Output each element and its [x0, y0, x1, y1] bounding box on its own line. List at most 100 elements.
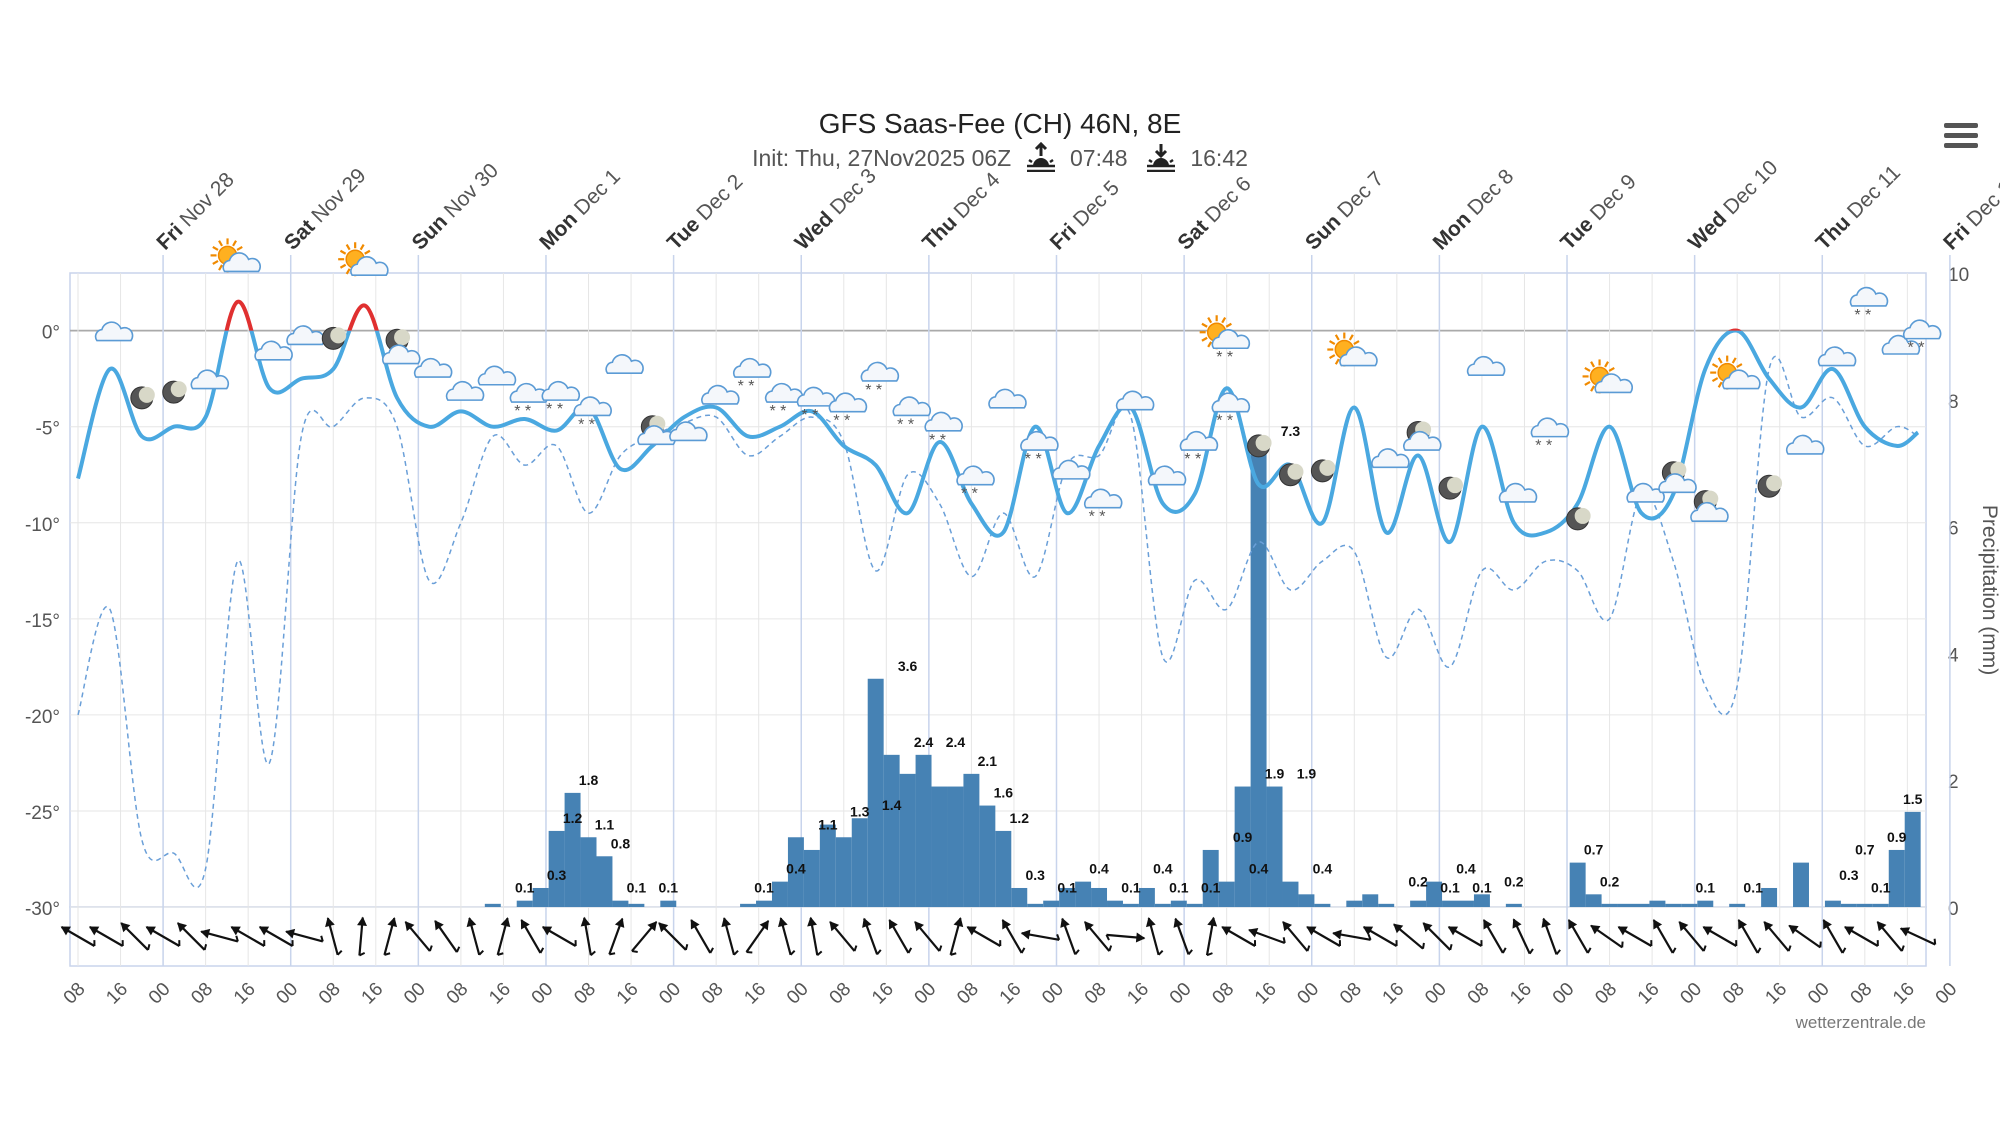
x-tick-label: 16: [102, 979, 132, 1009]
cloud-shape: [413, 357, 453, 378]
hamburger-menu-icon[interactable]: [1944, 123, 1978, 149]
precip-bar: [1122, 903, 1139, 907]
cloud-shape: [1498, 482, 1538, 503]
wind-arrow-head: [258, 926, 270, 936]
wind-arrow-head: [914, 921, 924, 932]
sun-ray: [345, 268, 351, 275]
y-tick-label: -10°: [25, 515, 60, 536]
wind-arrow-barb: [178, 940, 181, 947]
cloud-shape: [828, 392, 868, 413]
wind-arrow: [1001, 919, 1026, 954]
sun-ray: [1711, 363, 1719, 369]
cloud-shape: [541, 380, 581, 401]
precip-value-label: 0.9: [1233, 829, 1253, 845]
x-tick-label: 08: [1719, 979, 1749, 1009]
precip-value-label: 1.6: [994, 785, 1014, 801]
wind-arrow-barb: [1422, 942, 1425, 949]
chart-title: GFS Saas-Fee (CH) 46N, 8E: [818, 108, 1182, 139]
wind-arrow: [520, 919, 545, 954]
wind-arrow: [1617, 926, 1653, 947]
wind-arrow: [690, 919, 714, 954]
wind-arrow: [1332, 929, 1372, 941]
wind-arrow-barb: [1395, 940, 1398, 947]
precip-bar: [1266, 786, 1283, 907]
wind-arrow-head: [1135, 932, 1146, 943]
x-tick-label: 16: [485, 979, 515, 1009]
sun-ray: [212, 245, 219, 251]
precip-value-label: 1.3: [850, 804, 870, 820]
wind-arrow: [1763, 921, 1792, 952]
x-tick-label: 00: [1038, 979, 1068, 1009]
precip-bar: [1027, 903, 1044, 907]
day-label: Sat Dec 6: [1173, 172, 1255, 254]
wind-arrow-head: [580, 916, 591, 927]
wind-arrow-head: [1653, 919, 1663, 930]
wind-arrow: [1282, 921, 1311, 952]
y-tick-label: -20°: [25, 707, 60, 728]
wind-arrow-head: [614, 917, 625, 928]
day-label: Thu Dec 4: [918, 168, 1005, 255]
wind-arrow-head: [1541, 917, 1551, 928]
wind-arrow-head: [285, 928, 296, 939]
wind-arrow-barb: [1157, 949, 1164, 956]
sun-ray: [1201, 336, 1208, 342]
x-tick-label: 00: [528, 979, 558, 1009]
precip-value-label: 0.4: [1249, 861, 1269, 877]
cloud-shape: [796, 386, 836, 407]
moon-icon: [1278, 463, 1304, 487]
y2-tick-label: 2: [1948, 772, 1959, 793]
wind-arrow-head: [1002, 919, 1011, 930]
sun-ray: [1334, 358, 1340, 365]
cloud-shape: [1371, 448, 1410, 469]
sun-ray: [1329, 340, 1336, 345]
cloud-shape: [732, 357, 772, 378]
wind-arrow-barb: [746, 951, 753, 954]
precip-value-label: 0.9: [1887, 829, 1907, 845]
cloud-shape: [254, 340, 293, 361]
precip-bar: [1904, 811, 1921, 907]
x-tick-label: 08: [1591, 979, 1621, 1009]
wind-arrow: [949, 917, 964, 956]
wind-arrow-barb: [1933, 938, 1937, 945]
wind-arrow-head: [1362, 926, 1374, 936]
wind-arrow: [778, 917, 796, 956]
precip-value-label: 1.4: [882, 797, 902, 813]
wind-arrow-barb: [478, 949, 484, 956]
wind-arrow: [1447, 926, 1483, 947]
sunrise-time: 07:48: [1070, 145, 1128, 171]
wind-arrow: [1590, 924, 1624, 949]
sun-ray: [1590, 385, 1596, 392]
cloud-shape: [1211, 329, 1251, 350]
wind-arrow-head: [1060, 917, 1070, 928]
sun-ray: [1353, 340, 1360, 345]
wind-arrow: [1567, 919, 1592, 954]
x-tick-label: 16: [1251, 979, 1281, 1009]
wind-arrow-head: [434, 920, 444, 931]
wind-arrow: [807, 916, 823, 956]
cloud-shape: [988, 388, 1027, 409]
wind-arrow-barb: [1621, 941, 1624, 948]
cloud-shape: [1466, 355, 1506, 376]
cloud-shape: [1115, 390, 1155, 411]
x-tick-label: 16: [358, 979, 388, 1009]
wind-arrow-barb: [1876, 940, 1879, 947]
cloud-icon: [1466, 355, 1506, 376]
wind-arrow: [120, 922, 151, 951]
cloud-shape: [222, 252, 261, 273]
snow-flakes: * *: [961, 486, 978, 503]
x-tick-label: 00: [1293, 979, 1323, 1009]
moon-lit: [1319, 459, 1336, 476]
wind-arrow: [1306, 926, 1341, 947]
wind-arrow: [1248, 928, 1286, 945]
x-tick-label: 08: [953, 979, 983, 1009]
precip-bar: [1346, 900, 1363, 907]
wind-arrow-barb: [291, 940, 294, 947]
snow-flakes: * *: [578, 416, 595, 433]
precip-bar: [1856, 903, 1873, 907]
wind-arrow-barb: [999, 940, 1002, 947]
precip-value-label: 0.2: [1408, 873, 1428, 889]
x-tick-label: 08: [315, 979, 345, 1009]
x-tick-label: 08: [60, 979, 90, 1009]
wind-arrow-barb: [590, 950, 596, 956]
cloud-icon: [382, 344, 421, 365]
